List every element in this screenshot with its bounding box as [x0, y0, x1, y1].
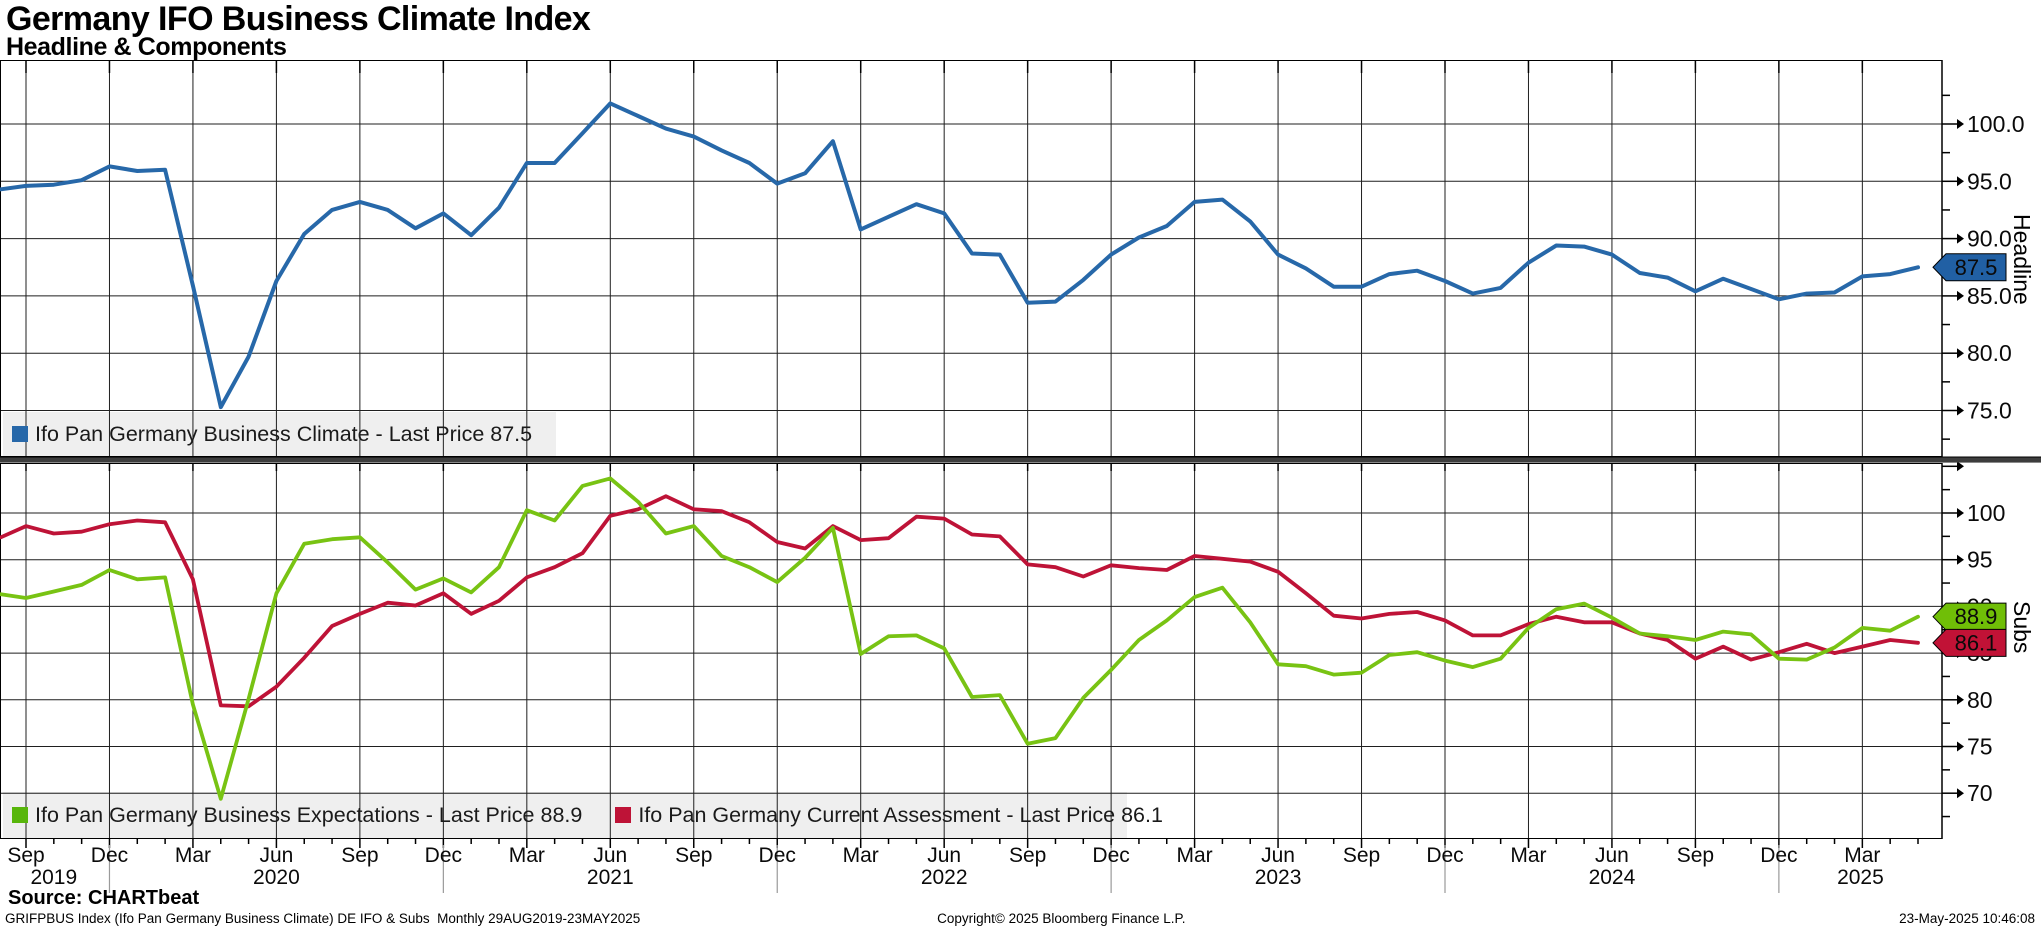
x-month-label: Dec: [759, 844, 796, 867]
y-axis-tick-arrow: [1957, 694, 1964, 705]
footer-info-row: GRIFPBUS Index (Ifo Pan Germany Business…: [0, 911, 2041, 929]
y-axis-tick-arrow: [1957, 290, 1964, 301]
x-month-label: Mar: [843, 844, 879, 867]
y-tick-label: 80.0: [1967, 340, 2012, 366]
x-month-label: Mar: [1844, 844, 1880, 867]
source-label: Source: CHARTbeat: [8, 887, 200, 909]
y-tick-label: 85.0: [1967, 283, 2012, 309]
y-tick-label: 80: [1967, 687, 1993, 713]
x-month-label: Sep: [675, 844, 712, 867]
x-month-label: Sep: [7, 844, 44, 867]
x-month-label: Mar: [509, 844, 545, 867]
y-tick-label: 75: [1967, 734, 1993, 760]
x-month-label: Jun: [1261, 844, 1295, 867]
top-axis-title: Headline: [2009, 214, 2035, 305]
y-axis-tick-arrow: [1957, 508, 1964, 518]
x-year-label: 2019: [30, 866, 77, 889]
x-month-label: Dec: [425, 844, 462, 867]
x-month-label: Dec: [1760, 844, 1797, 867]
x-month-label: Sep: [341, 844, 378, 867]
climate-series-marker: [12, 426, 28, 442]
expectations-series-marker: [12, 807, 28, 823]
headline-last-price-badge: [1932, 253, 2007, 282]
x-month-label: Sep: [1677, 844, 1714, 867]
y-axis-tick-arrow: [1957, 348, 1964, 359]
legend-entry-expectations[interactable]: Ifo Pan Germany Business Expectations - …: [3, 803, 582, 828]
business-climate-line: [0, 101, 1920, 410]
x-month-label: Sep: [1009, 844, 1046, 867]
current-assessment-series-marker: [615, 807, 632, 823]
x-month-label: Jun: [1595, 844, 1629, 867]
bottom-legend: Ifo Pan Germany Business Expectations - …: [3, 792, 1163, 838]
page-title: Germany IFO Business Climate Index: [6, 0, 591, 38]
y-axis-tick-arrow: [1957, 554, 1964, 565]
y-tick-label: 70: [1967, 780, 1993, 806]
x-year-label: 2024: [1589, 866, 1636, 889]
y-axis-tick-arrow: [1957, 788, 1964, 799]
x-month-label: Jun: [259, 844, 293, 867]
x-month-label: Jun: [927, 844, 961, 867]
x-month-label: Mar: [1510, 844, 1546, 867]
x-year-label: 2023: [1255, 866, 1302, 889]
page-subtitle: Headline & Components: [6, 33, 287, 61]
y-axis-tick-arrow: [1957, 176, 1964, 187]
y-tick-label: 95: [1967, 547, 1993, 573]
copyright-notice: Copyright© 2025 Bloomberg Finance L.P.: [937, 911, 1186, 926]
x-year-label: 2025: [1837, 866, 1884, 889]
legend-label: Ifo Pan Germany Business Expectations - …: [35, 802, 583, 827]
ticker-description: GRIFPBUS Index (Ifo Pan Germany Business…: [5, 911, 641, 926]
expectations-last-price-badge-value: 88.9: [1955, 604, 1998, 629]
y-tick-label: 75.0: [1967, 398, 2012, 424]
legend-entry-business-climate[interactable]: Ifo Pan Germany Business Climate - Last …: [3, 422, 532, 447]
y-axis-tick-arrow: [1957, 461, 1964, 472]
legend-label: Ifo Pan Germany Business Climate - Last …: [35, 421, 533, 446]
current-assessment-line: [0, 494, 1920, 709]
x-month-label: Mar: [1177, 844, 1213, 867]
y-tick-label: 90.0: [1967, 226, 2012, 252]
x-month-label: Dec: [91, 844, 128, 867]
x-month-label: Mar: [175, 844, 211, 867]
top-legend-background: [3, 412, 556, 456]
panel-separator: [0, 457, 2041, 463]
y-axis-tick-arrow: [1957, 233, 1964, 244]
x-year-label: 2022: [921, 866, 968, 889]
y-tick-label: 95.0: [1967, 168, 2012, 194]
current-assessment-last-price-badge-value: 86.1: [1955, 630, 1998, 655]
x-year-label: 2021: [587, 866, 634, 889]
legend-entry-current-assessment[interactable]: Ifo Pan Germany Current Assessment - Las…: [606, 803, 1163, 828]
x-month-label: Dec: [1426, 844, 1463, 867]
y-axis-tick-arrow: [1957, 741, 1964, 752]
grid-panel-subs: [0, 463, 1942, 839]
x-month-label: Jun: [593, 844, 627, 867]
grid-panel-headline: [0, 60, 1942, 457]
y-tick-label: 100: [1967, 500, 2005, 526]
current-assessment-last-price-badge: [1932, 628, 2007, 657]
bottom-axis-title: Subs: [2009, 601, 2035, 654]
legend-label: Ifo Pan Germany Current Assessment - Las…: [638, 802, 1163, 827]
headline-last-price-badge-value: 87.5: [1955, 255, 1998, 280]
timestamp: 23-May-2025 10:46:08: [1899, 911, 2035, 926]
y-axis-tick-arrow: [1957, 119, 1964, 129]
expectations-last-price-badge: [1932, 602, 2007, 631]
top-legend: Ifo Pan Germany Business Climate - Last …: [3, 412, 556, 456]
x-month-label: Sep: [1343, 844, 1380, 867]
x-year-label: 2020: [253, 866, 300, 889]
y-tick-label: 100.0: [1967, 111, 2025, 137]
business-expectations-line: [0, 476, 1920, 801]
bottom-legend-background: [3, 792, 1127, 838]
y-axis-tick-arrow: [1957, 405, 1964, 416]
panel-border-subs: [0, 463, 1943, 839]
x-month-label: Dec: [1092, 844, 1129, 867]
